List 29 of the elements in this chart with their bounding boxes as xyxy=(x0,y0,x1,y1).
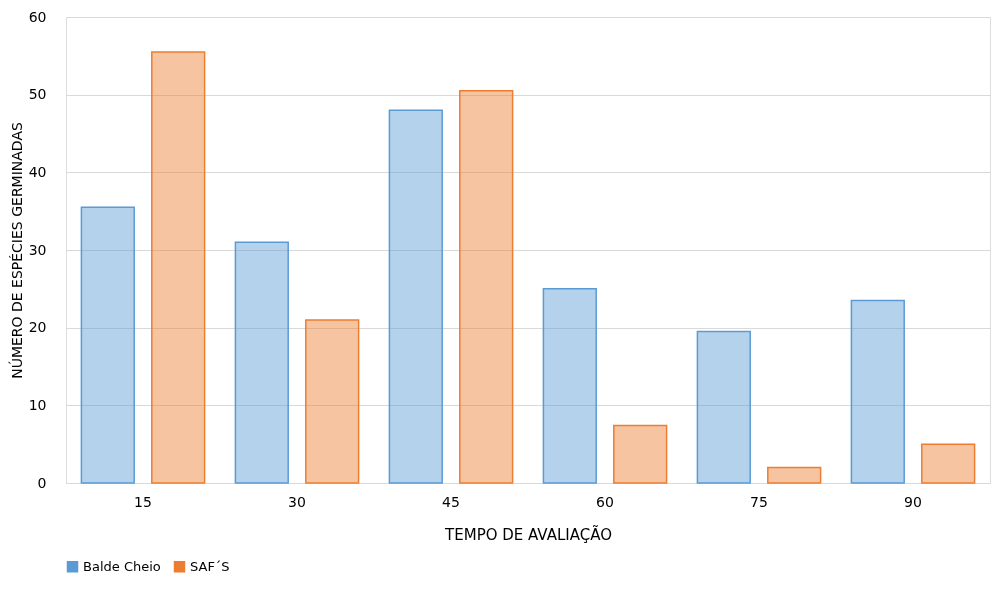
legend-label: SAF´S xyxy=(190,558,230,574)
y-axis-title: NÚMERO DE ESPÉCIES GERMINADAS xyxy=(7,122,25,379)
x-tick-label: 30 xyxy=(288,493,306,510)
bar xyxy=(388,109,443,484)
y-tick-label: 0 xyxy=(37,474,47,491)
bar xyxy=(80,206,135,484)
bar xyxy=(234,241,289,484)
y-tick-label: 30 xyxy=(28,241,47,258)
y-tick-label: 60 xyxy=(28,8,47,25)
bar xyxy=(613,424,668,484)
bar xyxy=(305,319,360,484)
x-tick-label: 75 xyxy=(750,493,768,510)
x-tick-label: 45 xyxy=(442,493,460,510)
x-tick-label: 90 xyxy=(904,493,922,510)
bar xyxy=(151,51,206,484)
bar xyxy=(459,90,514,484)
x-tick-label: 60 xyxy=(596,493,614,510)
y-tick-label: 50 xyxy=(28,86,47,103)
legend-label: Balde Cheio xyxy=(83,558,161,574)
x-tick-label: 15 xyxy=(134,493,152,510)
y-tick-label: 40 xyxy=(28,163,47,180)
bar xyxy=(767,466,822,484)
bar xyxy=(921,443,976,484)
bar xyxy=(542,288,597,484)
y-tick-label: 10 xyxy=(28,396,47,413)
y-tick-label: 20 xyxy=(28,319,47,336)
x-axis-title: TEMPO DE AVALIAÇÃO xyxy=(444,524,612,544)
bar xyxy=(696,330,751,484)
bar xyxy=(850,299,905,484)
